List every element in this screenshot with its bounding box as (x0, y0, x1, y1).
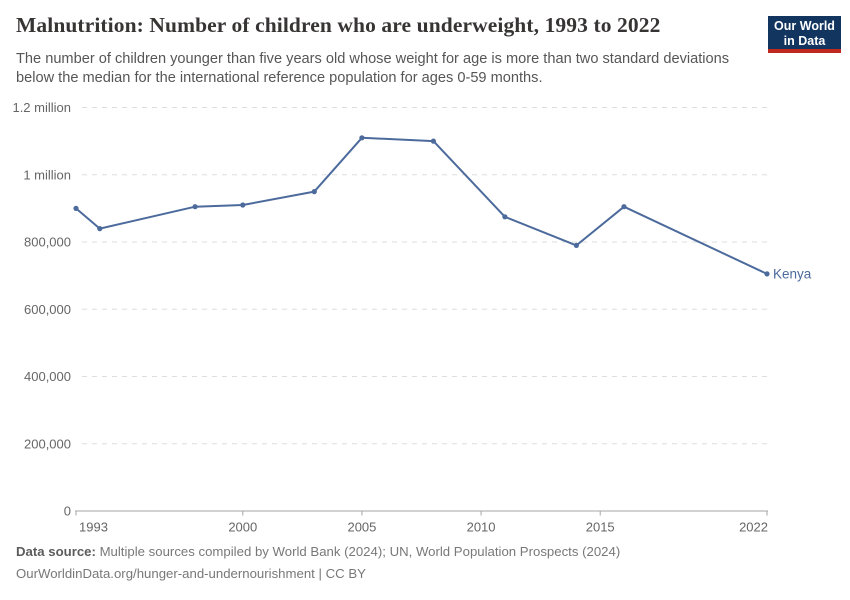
footer-license-link[interactable]: CC BY (325, 566, 366, 581)
x-axis-tick-label: 2010 (467, 520, 496, 535)
x-axis-tick-label: 2022 (739, 520, 768, 535)
x-axis-tick-label: 2005 (347, 520, 376, 535)
y-gridlines: 0 200,000 400,000 600,000 800,000 1 million 1.… (12, 100, 768, 519)
data-point[interactable] (430, 138, 436, 144)
y-axis-tick-label: 0 (64, 504, 71, 519)
x-axis: 1993 2000 2005 2010 2015 2022 (75, 510, 768, 535)
footer-url-link[interactable]: OurWorldinData.org/hunger-and-undernouri… (16, 566, 315, 581)
y-axis-tick-label: 200,000 (24, 436, 71, 451)
series-kenya[interactable]: Kenya (73, 135, 812, 281)
data-point[interactable] (573, 242, 580, 248)
owid-logo-line2: in Data (783, 33, 826, 48)
data-point[interactable] (192, 204, 198, 210)
data-point[interactable] (240, 202, 246, 208)
datasource-text: Multiple sources compiled by World Bank … (99, 544, 621, 559)
data-point[interactable] (73, 205, 79, 211)
y-axis-tick-label: 600,000 (24, 302, 71, 317)
footer-license-line: OurWorldinData.org/hunger-and-undernouri… (16, 563, 836, 585)
data-line[interactable] (75, 136, 768, 275)
data-point[interactable] (97, 226, 103, 232)
chart-subtitle: The number of children younger than five… (16, 51, 730, 87)
y-axis-tick-label: 800,000 (24, 235, 71, 250)
owid-logo-line1: Our World (774, 19, 835, 33)
footer-datasource-line: Data source: Multiple sources compiled b… (16, 541, 836, 563)
data-point[interactable] (311, 189, 317, 195)
datasource-label: Data source: (16, 544, 96, 559)
y-axis-tick-label: 1.2 million (12, 100, 71, 115)
data-point[interactable] (621, 204, 627, 210)
y-axis-tick-label: 400,000 (24, 369, 71, 384)
x-axis-tick-label: 1993 (79, 520, 108, 535)
data-point[interactable] (359, 135, 365, 141)
y-axis-tick-label: 1 million (23, 167, 71, 182)
chart-title: Malnutrition: Number of children who are… (16, 13, 661, 37)
data-point[interactable] (764, 271, 770, 277)
chart-footer: Data source: Multiple sources compiled b… (16, 541, 836, 585)
owid-logo[interactable]: Our World in Data (768, 16, 841, 53)
series-entity-label[interactable]: Kenya (773, 266, 812, 281)
x-axis-tick-label: 2000 (228, 520, 257, 535)
data-point[interactable] (502, 214, 508, 220)
footer-separator: | (318, 566, 322, 581)
x-axis-tick-label: 2015 (586, 520, 615, 535)
